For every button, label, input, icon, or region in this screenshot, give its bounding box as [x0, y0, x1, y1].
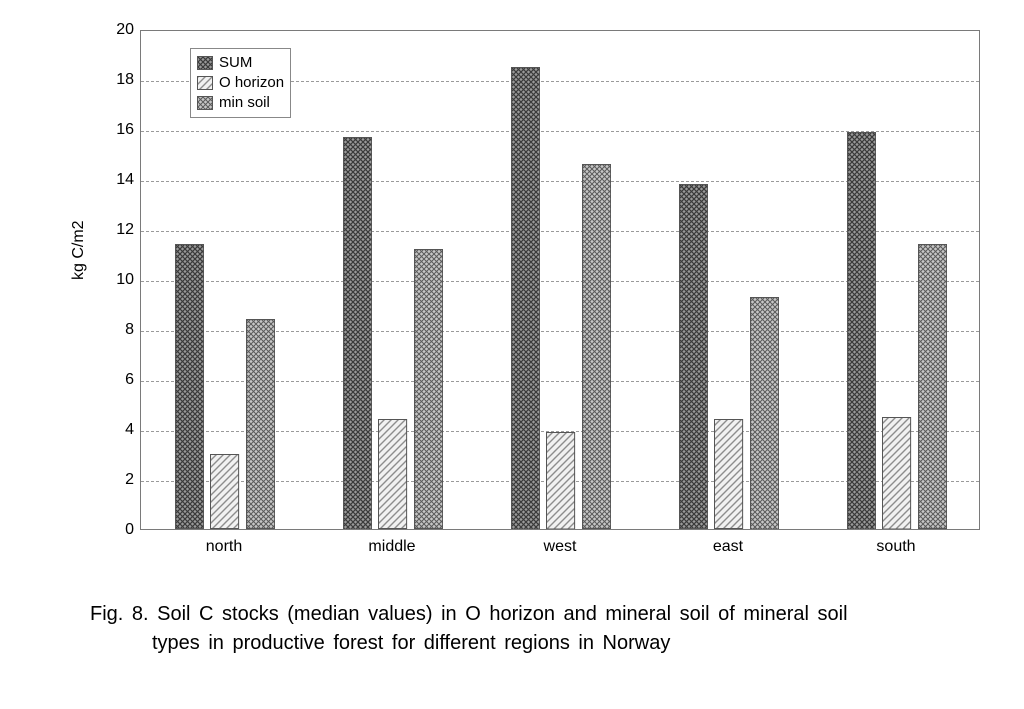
legend-label: min soil — [219, 93, 270, 113]
y-tick-label: 10 — [96, 271, 134, 289]
x-tick-label: east — [713, 538, 743, 556]
y-axis-title: kg C/m2 — [70, 220, 88, 280]
bar — [847, 132, 876, 530]
x-tick-label: west — [544, 538, 577, 556]
bar — [918, 244, 947, 529]
x-tick-label: north — [206, 538, 242, 556]
legend-swatch — [197, 76, 213, 90]
y-tick-label: 4 — [96, 421, 134, 439]
legend-item: min soil — [197, 93, 284, 113]
y-tick-label: 14 — [96, 171, 134, 189]
y-tick-label: 2 — [96, 471, 134, 489]
bar — [750, 297, 779, 530]
bar — [414, 249, 443, 529]
y-tick-label: 6 — [96, 371, 134, 389]
y-tick-label: 0 — [96, 521, 134, 539]
legend: SUMO horizonmin soil — [190, 48, 291, 118]
legend-swatch — [197, 96, 213, 110]
x-tick-label: middle — [368, 538, 415, 556]
legend-item: O horizon — [197, 73, 284, 93]
caption-line-2: types in productive forest for different… — [90, 629, 970, 658]
bar — [246, 319, 275, 529]
legend-swatch — [197, 56, 213, 70]
bar — [546, 432, 575, 530]
bar — [582, 164, 611, 529]
bar — [511, 67, 540, 530]
caption-line-1: Fig. 8. Soil C stocks (median values) in… — [90, 600, 970, 629]
y-tick-label: 20 — [96, 21, 134, 39]
bar — [679, 184, 708, 529]
bar — [882, 417, 911, 530]
legend-item: SUM — [197, 53, 284, 73]
bar — [210, 454, 239, 529]
bar — [175, 244, 204, 529]
figure-page: { "chart": { "type": "bar", "categories"… — [0, 0, 1024, 709]
x-tick-label: south — [876, 538, 915, 556]
legend-label: SUM — [219, 53, 252, 73]
chart-area: kg C/m2 02468101214161820 northmiddlewes… — [100, 30, 980, 550]
y-tick-label: 16 — [96, 121, 134, 139]
bar — [343, 137, 372, 530]
legend-label: O horizon — [219, 73, 284, 93]
bar — [714, 419, 743, 529]
bar — [378, 419, 407, 529]
y-tick-label: 12 — [96, 221, 134, 239]
figure-caption: Fig. 8. Soil C stocks (median values) in… — [90, 600, 970, 658]
y-tick-label: 8 — [96, 321, 134, 339]
y-tick-label: 18 — [96, 71, 134, 89]
